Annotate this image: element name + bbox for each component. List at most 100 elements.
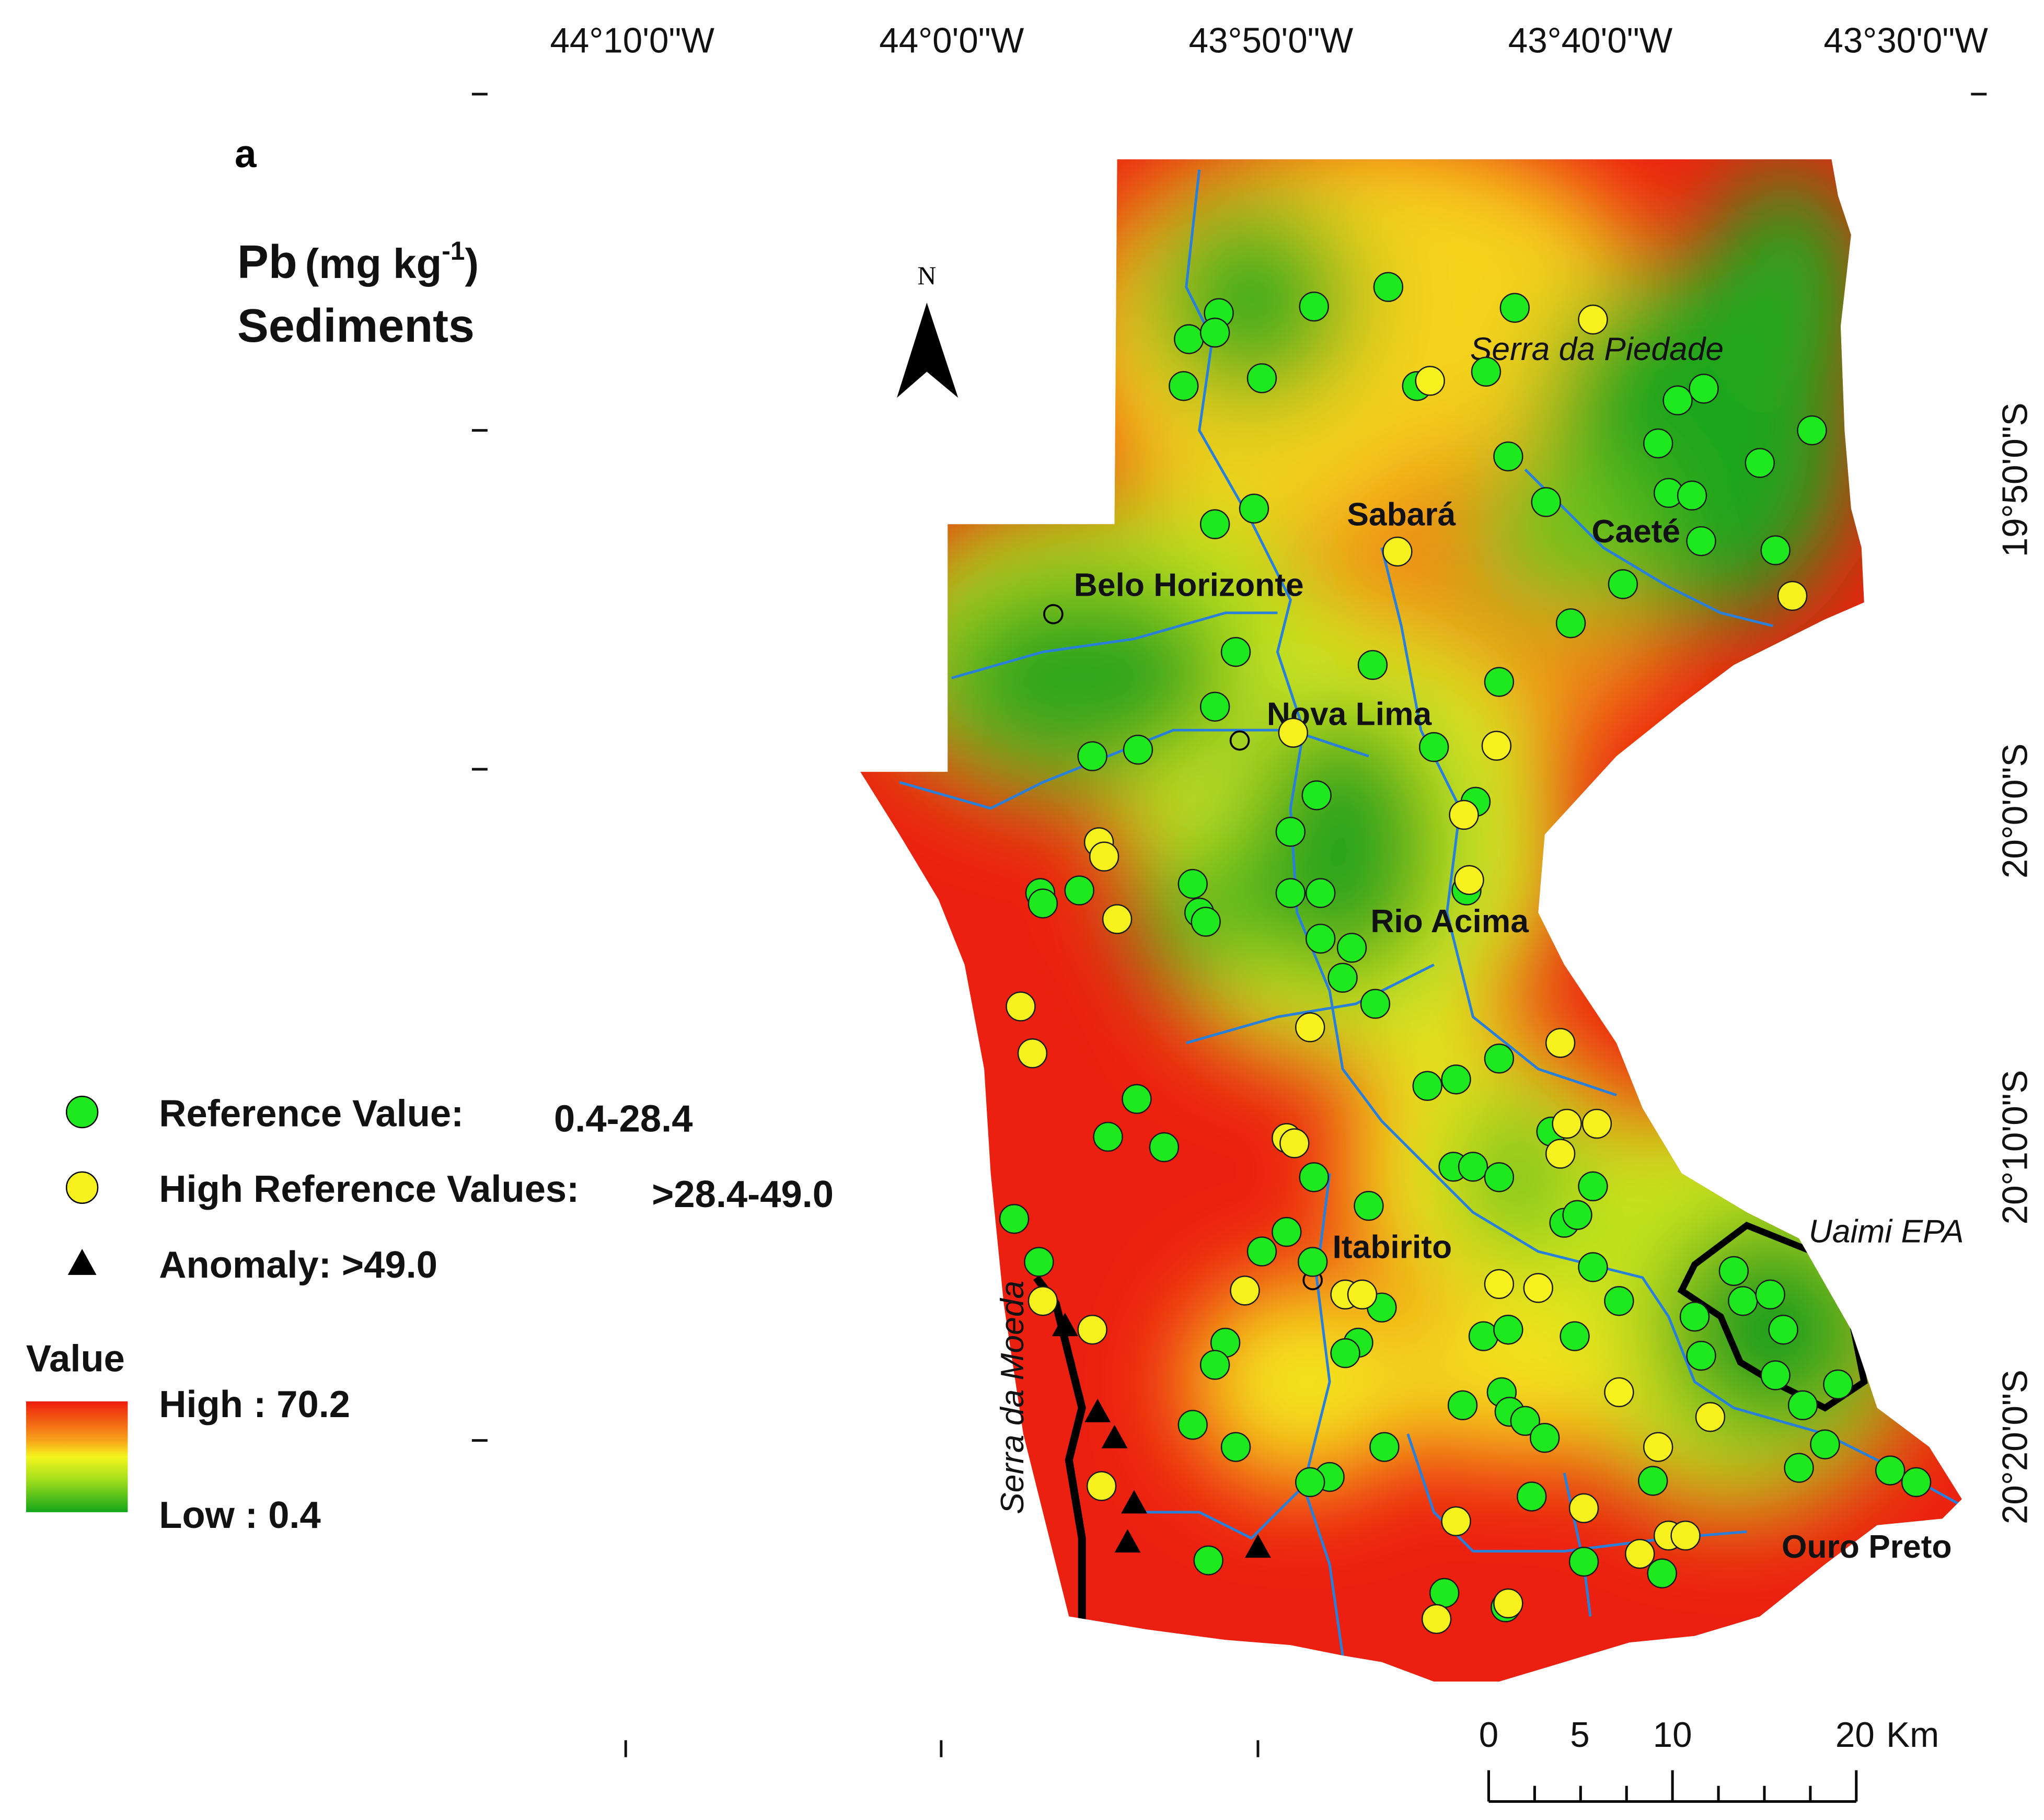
reference-sample: [1458, 1152, 1488, 1182]
reference-sample: [1360, 989, 1391, 1019]
high-reference-sample: [1089, 841, 1119, 872]
reference-sample: [1027, 888, 1058, 919]
high-reference-sample: [1552, 1108, 1582, 1139]
reference-sample: [1177, 1410, 1208, 1440]
place-labels: Serra da Piedade Sabará Caeté Belo Horiz…: [995, 331, 1964, 1565]
reference-sample: [1177, 868, 1208, 899]
reference-sample: [1823, 1369, 1853, 1400]
high-reference-sample: [1279, 1128, 1310, 1158]
reference-sample: [1299, 1162, 1329, 1192]
scale-label: 20: [1835, 1715, 1875, 1755]
reference-sample: [1643, 428, 1673, 459]
anomaly-sample: [1245, 1534, 1271, 1558]
legend-value-title: Value: [26, 1338, 125, 1380]
reference-sample: [1357, 650, 1388, 680]
reference-sample: [1174, 324, 1204, 354]
reference-sample: [1199, 1350, 1230, 1380]
reference-sample: [1787, 1390, 1818, 1421]
reference-sample: [1199, 509, 1230, 539]
reference-sample: [1679, 1302, 1710, 1332]
lon-label: 44°10'0"W: [550, 21, 714, 60]
high-reference-sample: [1643, 1432, 1673, 1462]
reference-sample: [1122, 1084, 1152, 1114]
reference-sample: [1689, 374, 1719, 404]
high-reference-sample: [1230, 1276, 1260, 1306]
high-reference-sample: [1295, 1012, 1325, 1042]
legend-low: Low : 0.4: [159, 1494, 320, 1536]
high-reference-sample: [1102, 904, 1133, 934]
anomaly-sample: [1101, 1424, 1128, 1448]
reference-sample: [1568, 1546, 1599, 1577]
reference-sample: [1471, 356, 1502, 387]
lat-label: 20°10'0"S: [1996, 1070, 2035, 1225]
legend-high: High : 70.2: [159, 1384, 350, 1425]
lon-label: 44°0'0"W: [879, 21, 1024, 60]
place-label: Ouro Preto: [1782, 1529, 1952, 1565]
reference-sample: [1677, 480, 1707, 511]
map-title: Pb (mg kg-1): [237, 236, 479, 288]
reference-sample: [1373, 272, 1404, 302]
reference-sample: [1493, 1314, 1523, 1345]
legend-label: High Reference Values:: [159, 1168, 579, 1210]
high-reference-sample: [1545, 1139, 1576, 1169]
reference-sample: [1686, 1340, 1716, 1371]
reference-sample: [1755, 1279, 1785, 1309]
reference-sample: [1468, 1321, 1499, 1351]
reference-sample: [1327, 963, 1358, 993]
reference-sample: [1246, 1236, 1277, 1267]
reference-sample: [1510, 1406, 1540, 1436]
latitude-labels: 19°50'0"S 20°0'0"S 20°10'0"S 20°20'0"S: [1996, 402, 2035, 1524]
lat-label: 20°20'0"S: [1996, 1370, 2035, 1524]
reference-sample: [1295, 1467, 1325, 1498]
anomaly-sample: [1121, 1490, 1147, 1514]
reference-sample: [1604, 1286, 1634, 1316]
high-reference-sample: [1493, 1588, 1523, 1619]
reference-sample: [1191, 907, 1221, 937]
title-element: Pb: [237, 236, 297, 288]
place-label: Uaimi EPA: [1809, 1214, 1964, 1250]
reference-sample: [1745, 448, 1775, 478]
reference-sample: [1169, 371, 1199, 401]
legend-gradient: [26, 1401, 128, 1512]
high-reference-sample: [1568, 1493, 1599, 1524]
reference-sample: [1412, 1071, 1442, 1101]
legend-green-symbol: [65, 1095, 99, 1129]
reference-sample: [1024, 1247, 1054, 1277]
longitude-labels: 44°10'0"W 44°0'0"W 43°50'0"W 43°40'0"W 4…: [550, 21, 1988, 60]
lat-label: 20°0'0"S: [1996, 744, 2035, 878]
reference-sample: [1246, 363, 1277, 393]
title-unit: (mg kg: [305, 240, 442, 287]
sample-points: [999, 272, 1932, 1634]
legend-label: Reference Value:: [159, 1093, 464, 1135]
reference-sample: [1149, 1132, 1180, 1163]
high-reference-sample: [1382, 536, 1413, 567]
north-arrow: [897, 303, 959, 398]
map-subtitle: Sediments: [237, 300, 475, 352]
high-reference-sample: [1670, 1521, 1701, 1551]
reference-sample: [1298, 1247, 1328, 1277]
place-label: Itabirito: [1333, 1229, 1452, 1265]
reference-sample: [1760, 535, 1791, 565]
place-label: Serra da Moeda: [995, 1281, 1031, 1514]
anomaly-sample: [1084, 1398, 1111, 1422]
reference-sample: [1419, 732, 1449, 762]
scale-label: 0: [1479, 1715, 1498, 1755]
lon-label: 43°30'0"W: [1823, 21, 1988, 60]
reference-sample: [1199, 691, 1230, 722]
reference-sample: [1647, 1558, 1677, 1589]
reference-sample: [1484, 667, 1515, 697]
high-reference-sample: [1077, 1314, 1107, 1345]
high-reference-sample: [1449, 799, 1479, 830]
reference-sample: [1718, 1256, 1749, 1286]
high-reference-sample: [1523, 1273, 1553, 1303]
place-label: Serra da Piedade: [1470, 331, 1724, 367]
high-reference-sample: [1006, 991, 1036, 1022]
panel-label: a: [235, 132, 257, 176]
title-unit-exp: -1: [442, 236, 465, 265]
reference-sample: [1336, 933, 1367, 963]
high-reference-sample: [1481, 731, 1512, 761]
anomaly-sample: [1114, 1529, 1141, 1553]
high-reference-sample: [1695, 1402, 1726, 1432]
